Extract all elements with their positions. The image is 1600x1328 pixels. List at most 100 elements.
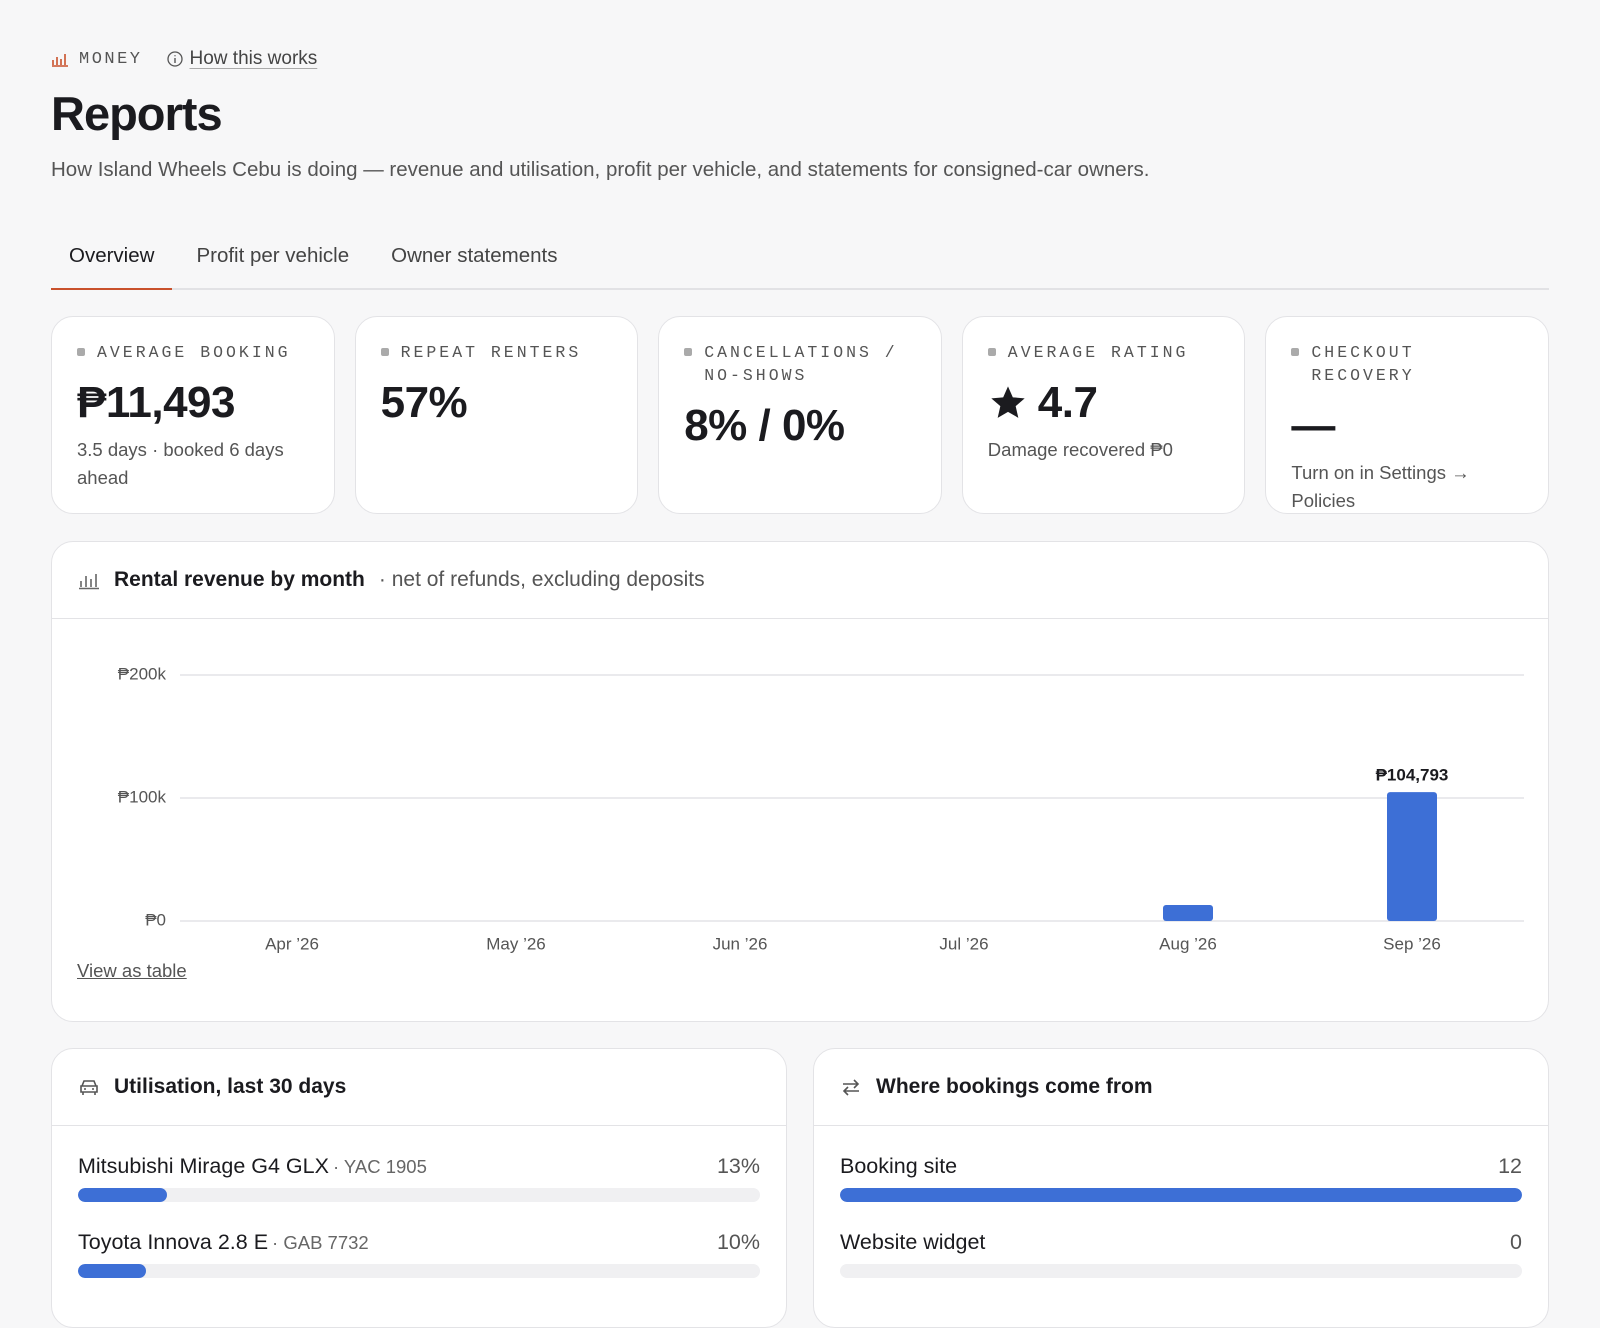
swap-icon bbox=[842, 1079, 860, 1096]
kpi-label-text: CANCELLATIONS / NO-SHOWS bbox=[704, 343, 898, 385]
tab[interactable]: Overview bbox=[51, 236, 173, 290]
star bbox=[991, 386, 1025, 418]
kpi-value: ₱11,493 bbox=[77, 378, 309, 428]
kpi-value: 8% / 0% bbox=[684, 401, 916, 451]
kpi-card: CHECKOUT RECOVERY — Turn on in Settings → … bbox=[1265, 316, 1549, 514]
kpi-label-text: AVERAGE BOOKING bbox=[97, 343, 291, 362]
utilisation-row: Mitsubishi Mirage G4 GLX · YAC 1905 13% bbox=[52, 1154, 786, 1202]
x-tick-label: Jun ’26 bbox=[713, 934, 768, 953]
kpi-row: AVERAGE BOOKING ₱11,493 3.5 days · booked … bbox=[51, 316, 1549, 514]
y-tick-label: ₱100k bbox=[118, 787, 167, 806]
kpi-dot bbox=[1291, 348, 1300, 356]
x-tick-label: May ’26 bbox=[486, 934, 546, 953]
chart: ₱0 ₱100k ₱200k Apr ’26 May ’26 Jun ’26 Jul ’26… bbox=[118, 664, 1524, 953]
card-header: Where bookings come from bbox=[814, 1049, 1548, 1126]
bar bbox=[1387, 792, 1437, 921]
y-tick-label: ₱200k bbox=[118, 664, 167, 683]
kpi-note: 3.5 days · booked 6 days ahead bbox=[77, 439, 284, 488]
view-table-link[interactable]: View as table bbox=[77, 960, 187, 981]
y-tick-label: ₱0 bbox=[145, 910, 166, 929]
row-top: Booking site 12 bbox=[840, 1154, 1522, 1179]
kpi-card: AVERAGE BOOKING ₱11,493 3.5 days · booked … bbox=[51, 316, 335, 514]
kpi-value-text: — bbox=[1291, 401, 1335, 450]
x-tick-label: Jul ’26 bbox=[939, 934, 988, 953]
vehicle-name: Mitsubishi Mirage G4 GLX bbox=[78, 1154, 329, 1178]
help-link[interactable]: How this works bbox=[166, 48, 318, 70]
chart-title: Rental revenue by month bbox=[114, 568, 365, 591]
kpi-dot bbox=[380, 348, 389, 356]
kpi-value: 4.7 bbox=[988, 378, 1220, 428]
kpi-dot bbox=[77, 348, 85, 356]
kpi-card: REPEAT RENTERS 57% bbox=[354, 316, 639, 514]
info-icon bbox=[166, 51, 183, 67]
source-count: 0 bbox=[1510, 1230, 1522, 1254]
kpi-label: AVERAGE BOOKING bbox=[77, 341, 309, 364]
utilisation-row: Toyota Innova 2.8 E · GAB 7732 10% bbox=[52, 1230, 786, 1278]
percent-label: 10% bbox=[716, 1230, 760, 1254]
help-text[interactable]: How this works bbox=[189, 48, 318, 69]
kpi-label: AVERAGE RATING bbox=[987, 341, 1220, 364]
sources-card: Where bookings come from Booking site 12 W… bbox=[813, 1048, 1549, 1328]
kpi-note: Turn on in Settings → Policies bbox=[1291, 462, 1470, 511]
vehicle-name: Toyota Innova 2.8 E bbox=[78, 1230, 269, 1254]
kpi-label-text: AVERAGE RATING bbox=[1007, 343, 1189, 362]
vehicle: Toyota Innova 2.8 E · GAB 7732 bbox=[78, 1230, 369, 1255]
card-title: Utilisation, last 30 days bbox=[114, 1075, 347, 1098]
kpi-value-text: 8% / 0% bbox=[684, 401, 845, 450]
kpi-label-text: REPEAT RENTERS bbox=[400, 343, 582, 362]
utilisation-card: Utilisation, last 30 days Mitsubishi Mir… bbox=[51, 1048, 787, 1328]
kpi-label: CANCELLATIONS / NO-SHOWS bbox=[684, 341, 916, 387]
progress-bar bbox=[840, 1188, 1522, 1202]
tab[interactable]: Owner statements bbox=[391, 244, 558, 267]
revenue-card: Rental revenue by month · net of refunds… bbox=[51, 541, 1549, 1022]
money-icon bbox=[52, 54, 68, 67]
page-title: Reports bbox=[51, 87, 223, 140]
tab-bar: Overview Profit per vehicle Owner statemen… bbox=[51, 236, 1549, 290]
source-count: 12 bbox=[1498, 1154, 1522, 1178]
tab[interactable]: Profit per vehicle bbox=[196, 244, 350, 267]
chart-subtitle: · net of refunds, excluding deposits bbox=[378, 568, 705, 591]
x-tick-label: Aug ’26 bbox=[1159, 934, 1217, 953]
percent-label: 13% bbox=[716, 1154, 760, 1178]
progress-track bbox=[78, 1188, 760, 1202]
kpi-value: 57% bbox=[381, 378, 613, 428]
kpi-value-text: ₱11,493 bbox=[77, 378, 236, 427]
row-top: Mitsubishi Mirage G4 GLX · YAC 1905 13% bbox=[78, 1154, 760, 1179]
progress-bar bbox=[78, 1188, 167, 1202]
vehicle: Mitsubishi Mirage G4 GLX · YAC 1905 bbox=[78, 1154, 427, 1179]
star-icon bbox=[991, 386, 1025, 418]
source-row: Website widget 0 bbox=[814, 1230, 1548, 1278]
row-top: Toyota Innova 2.8 E · GAB 7732 10% bbox=[78, 1230, 760, 1255]
x-tick-label: Sep ’26 bbox=[1383, 934, 1441, 953]
progress-track bbox=[78, 1264, 760, 1278]
kpi-note: Damage recovered ₱0 bbox=[987, 439, 1173, 460]
page: MONEY How this works Reports How Island … bbox=[51, 48, 1549, 1328]
kpi-dot bbox=[987, 348, 996, 356]
card-header: Rental revenue by month · net of refunds… bbox=[52, 542, 1548, 619]
page-subtitle: How Island Wheels Cebu is doing — revenu… bbox=[51, 158, 1150, 181]
eyebrow: MONEY How this works bbox=[51, 48, 317, 70]
vehicle-plate: · YAC 1905 bbox=[332, 1156, 427, 1177]
sources-list: Booking site 12 Website widget 0 bbox=[814, 1154, 1548, 1278]
kpi-label: REPEAT RENTERS bbox=[380, 341, 613, 364]
kpi-value-text: 57% bbox=[380, 378, 468, 427]
kpi-label: CHECKOUT RECOVERY bbox=[1291, 341, 1523, 387]
eyebrow-text: MONEY bbox=[79, 49, 143, 69]
kpi-dot bbox=[684, 348, 693, 356]
x-tick-label: Apr ’26 bbox=[265, 934, 319, 953]
kpi-label-text: CHECKOUT RECOVERY bbox=[1311, 343, 1415, 385]
bar bbox=[1163, 905, 1213, 921]
progress-track bbox=[840, 1264, 1522, 1278]
utilisation-list: Mitsubishi Mirage G4 GLX · YAC 1905 13% Toy… bbox=[52, 1154, 786, 1278]
row-top: Website widget 0 bbox=[840, 1230, 1522, 1255]
kpi-value-text: 4.7 bbox=[1037, 378, 1098, 427]
source-name: Website widget bbox=[840, 1230, 986, 1254]
car-icon bbox=[80, 1080, 98, 1095]
source-name: Booking site bbox=[840, 1154, 958, 1178]
source-row: Booking site 12 bbox=[814, 1154, 1548, 1202]
card-title: Where bookings come from bbox=[876, 1075, 1153, 1098]
card-header: Utilisation, last 30 days bbox=[52, 1049, 786, 1126]
kpi-card: AVERAGE RATING 4.7 Damage recovered ₱0 bbox=[961, 316, 1246, 514]
kpi-card: CANCELLATIONS / NO-SHOWS 8% / 0% bbox=[658, 316, 942, 514]
progress-track bbox=[840, 1188, 1522, 1202]
